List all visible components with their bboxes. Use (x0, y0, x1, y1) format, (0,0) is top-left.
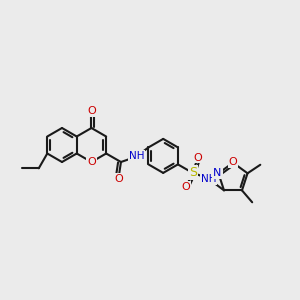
Text: O: O (87, 157, 96, 167)
Text: O: O (194, 153, 202, 163)
Text: S: S (189, 167, 197, 179)
Text: O: O (182, 182, 190, 192)
Text: NH: NH (129, 151, 145, 161)
Text: O: O (114, 174, 123, 184)
Text: NH: NH (201, 174, 216, 184)
Text: O: O (87, 106, 96, 116)
Text: N: N (213, 168, 222, 178)
Text: O: O (229, 157, 237, 167)
